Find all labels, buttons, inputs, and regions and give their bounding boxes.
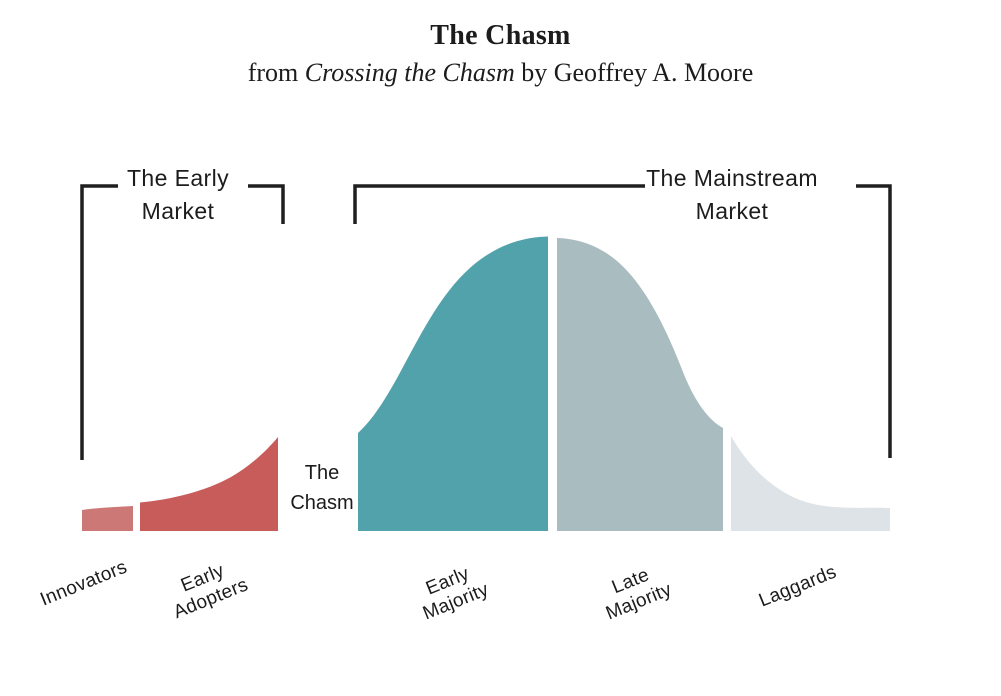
early-market-label-line2: Market: [141, 198, 215, 224]
laggards-segment: [731, 436, 890, 531]
late-majority-segment: [557, 238, 723, 531]
early-market-label: The Early Market: [93, 162, 263, 228]
chasm-gap-label: The Chasm: [278, 458, 366, 518]
mainstream-market-bracket-left: [353, 184, 645, 224]
innovators-segment: [82, 506, 133, 531]
early-market-label-line1: The Early: [126, 165, 230, 191]
early-majority-segment: [358, 236, 548, 531]
header: The Chasm from Crossing the Chasm by Geo…: [0, 20, 1001, 88]
early-adopters-segment: [140, 437, 278, 531]
chasm-gap-label-line2: Chasm: [290, 492, 354, 514]
page-title: The Chasm: [430, 20, 571, 51]
subtitle-suffix: by Geoffrey A. Moore: [514, 58, 754, 87]
early-market-bracket-left: [80, 184, 118, 460]
subtitle-prefix: from: [247, 58, 305, 87]
page-subtitle: from Crossing the Chasm by Geoffrey A. M…: [0, 58, 1001, 88]
mainstream-market-bracket-right: [856, 184, 892, 458]
mainstream-market-label-line2: Market: [695, 198, 769, 224]
chasm-gap-label-line1: The: [304, 462, 340, 484]
early-market-bracket-right: [248, 184, 285, 224]
mainstream-market-label: The Mainstream Market: [622, 162, 842, 228]
subtitle-book-title: Crossing the Chasm: [304, 58, 515, 87]
mainstream-market-label-line1: The Mainstream: [646, 165, 818, 191]
